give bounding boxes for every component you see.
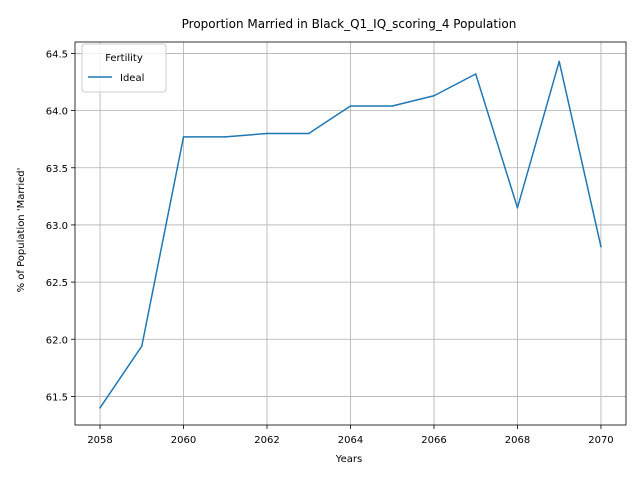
chart-title: Proportion Married in Black_Q1_IQ_scorin…	[182, 17, 517, 31]
legend: Fertility Ideal	[81, 43, 167, 93]
data-point	[474, 73, 477, 75]
legend-label-ideal: Ideal	[120, 73, 144, 84]
data-point	[349, 105, 352, 107]
legend-title: Fertility	[105, 53, 143, 64]
x-tick-label: 2070	[588, 435, 613, 446]
data-point	[307, 132, 310, 135]
y-tick-label: 61.5	[46, 392, 68, 403]
x-axis-title: Years	[335, 454, 362, 465]
legend-box	[81, 43, 167, 93]
x-tick-label: 2060	[171, 435, 196, 446]
y-tick-label: 64.5	[46, 49, 68, 60]
x-tick-label: 2064	[338, 435, 363, 446]
series-layer	[99, 60, 602, 409]
x-tick-label: 2062	[254, 435, 279, 446]
data-point	[391, 105, 394, 107]
data-point	[266, 132, 268, 135]
data-point	[140, 345, 143, 347]
x-tick-label: 2058	[87, 435, 112, 446]
y-tick-label: 63.0	[46, 221, 68, 232]
y-tick-label: 64.0	[46, 107, 68, 118]
y-tick-label: 63.5	[46, 164, 68, 175]
data-point	[182, 136, 185, 138]
data-point	[600, 245, 602, 248]
grid	[75, 42, 626, 425]
y-tick-label: 62.0	[46, 335, 68, 346]
data-point	[224, 136, 227, 138]
y-tick-label: 62.5	[46, 278, 68, 289]
data-point	[516, 206, 519, 209]
x-tick-label: 2068	[505, 435, 530, 446]
data-point	[99, 407, 101, 409]
y-axis-title: % of Population 'Married'	[16, 168, 27, 293]
data-point	[558, 60, 561, 63]
axis-ticks: 2058 2060 2062 2064 2066 2068 2070 61.5 62.0 62.5…	[46, 49, 614, 446]
data-point	[433, 94, 435, 97]
x-tick-label: 2066	[421, 435, 446, 446]
